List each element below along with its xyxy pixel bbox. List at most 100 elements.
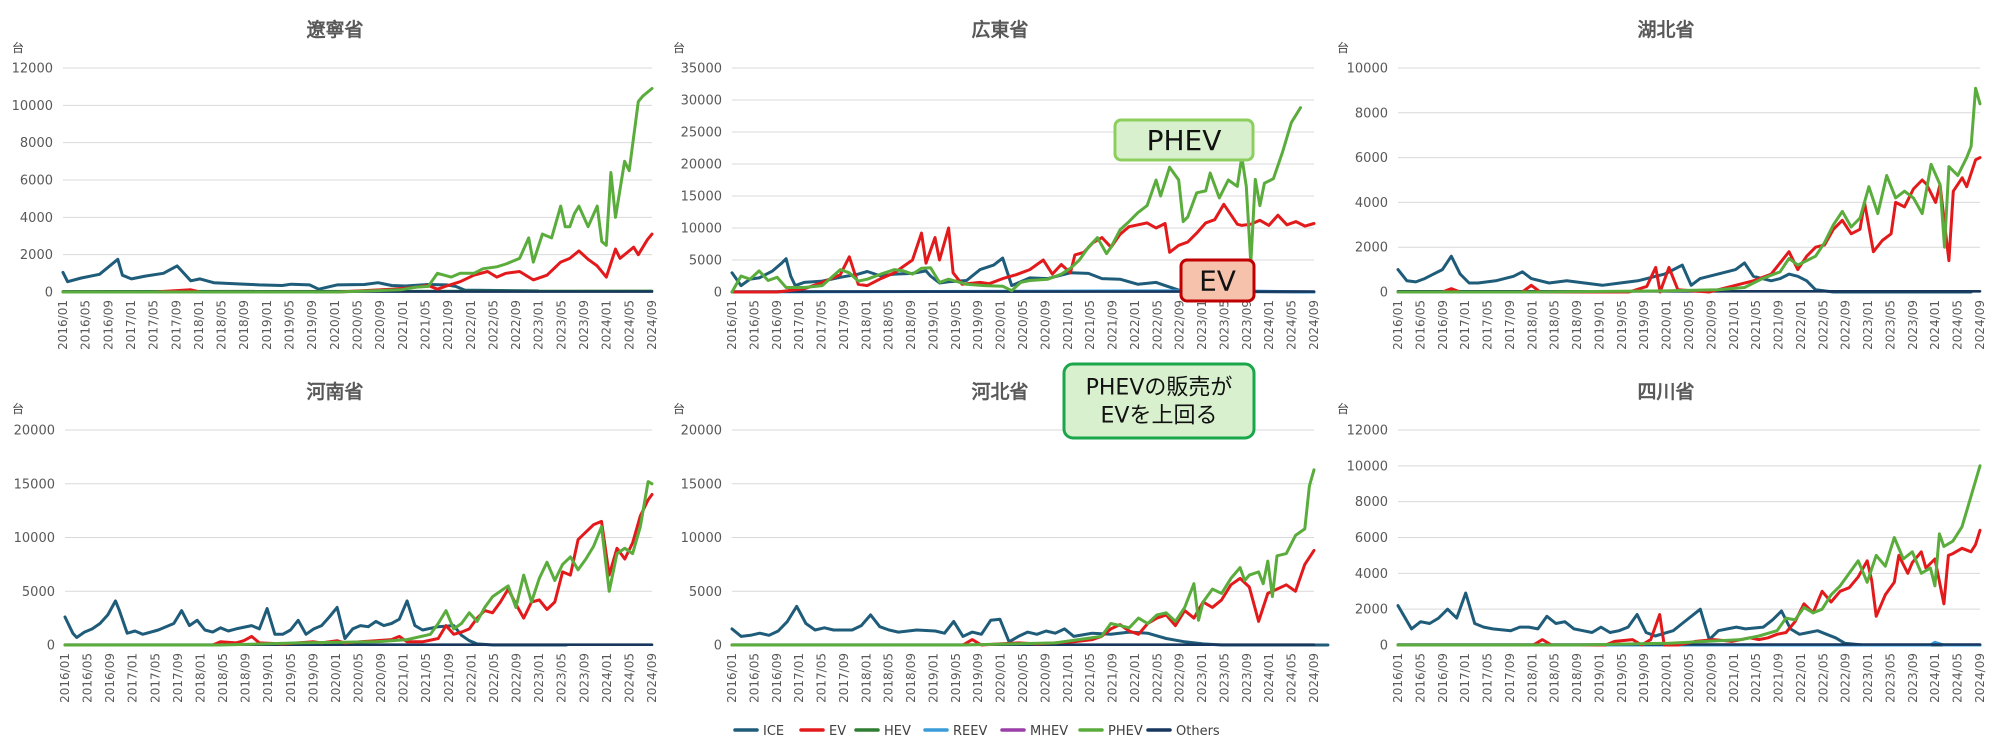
x-tick-label: 2016/01 — [1391, 653, 1405, 703]
x-tick-label: 2024/05 — [1285, 653, 1299, 703]
x-tick-label: 2023/09 — [577, 300, 591, 350]
x-tick-label: 2017/09 — [171, 653, 185, 703]
x-tick-label: 2023/09 — [1906, 300, 1920, 350]
x-tick-label: 2020/05 — [352, 653, 366, 703]
x-tick-label: 2023/01 — [532, 300, 546, 350]
x-tick-label: 2017/05 — [147, 300, 161, 350]
x-tick-label: 2019/09 — [1637, 653, 1651, 703]
x-tick-label: 2022/09 — [1839, 653, 1853, 703]
y-tick-label: 0 — [714, 639, 722, 654]
y-tick-label: 5000 — [689, 254, 722, 269]
y-tick-label: 6000 — [1355, 151, 1388, 166]
x-tick-label: 2024/09 — [1973, 653, 1987, 703]
series-line-phev — [730, 106, 1302, 294]
x-tick-label: 2016/05 — [1413, 300, 1427, 350]
chart-title: 河南省 — [306, 381, 363, 403]
x-tick-label: 2021/05 — [1749, 653, 1763, 703]
x-tick-label: 2020/01 — [994, 653, 1008, 703]
series-line-ev — [1396, 156, 1982, 294]
x-tick-label: 2023/09 — [1240, 653, 1254, 703]
x-tick-label: 2021/05 — [1083, 300, 1097, 350]
legend-item-others: Others — [1146, 724, 1220, 739]
x-tick-label: 2023/01 — [1195, 653, 1209, 703]
x-tick-label: 2017/01 — [792, 653, 806, 703]
x-tick-label: 2023/05 — [554, 300, 568, 350]
y-tick-label: 10000 — [1347, 459, 1388, 474]
legend-item-hev: HEV — [854, 724, 911, 739]
x-tick-label: 2023/05 — [1217, 653, 1231, 703]
x-tick-label: 2021/01 — [1061, 300, 1075, 350]
x-tick-label: 2018/01 — [1525, 653, 1539, 703]
legend-label: ICE — [763, 724, 784, 739]
x-tick-label: 2021/09 — [1772, 300, 1786, 350]
legend-item-reev: REEV — [923, 724, 987, 739]
legend: ICE EV HEV REEV MHEV PHEV Others — [733, 724, 1220, 739]
y-unit-label: 台 — [12, 40, 24, 55]
x-tick-label: 2024/09 — [645, 653, 659, 703]
x-tick-label: 2018/09 — [239, 653, 253, 703]
y-tick-label: 6000 — [20, 174, 53, 189]
y-tick-label: 20000 — [681, 158, 722, 173]
x-tick-label: 2020/05 — [1682, 653, 1696, 703]
x-tick-label: 2021/05 — [419, 653, 433, 703]
x-tick-label: 2024/05 — [1951, 300, 1965, 350]
x-tick-label: 2017/01 — [126, 653, 140, 703]
x-tick-label: 2020/09 — [1704, 653, 1718, 703]
x-tick-label: 2020/09 — [374, 653, 388, 703]
x-tick-label: 2023/09 — [577, 653, 591, 703]
x-tick-label: 2020/01 — [1660, 300, 1674, 350]
x-tick-label: 2019/05 — [949, 300, 963, 350]
x-tick-label: 2021/01 — [396, 300, 410, 350]
chart-title: 湖北省 — [1637, 19, 1694, 41]
x-tick-label: 2024/01 — [1262, 300, 1276, 350]
x-tick-label: 2024/05 — [1951, 653, 1965, 703]
y-unit-label: 台 — [1337, 40, 1349, 55]
y-tick-label: 6000 — [1355, 531, 1388, 546]
x-tick-label: 2018/05 — [215, 300, 229, 350]
x-tick-label: 2021/05 — [1749, 300, 1763, 350]
x-tick-label: 2021/05 — [1083, 653, 1097, 703]
y-tick-label: 10000 — [1347, 62, 1388, 77]
x-tick-label: 2016/09 — [103, 653, 117, 703]
x-tick-label: 2023/05 — [1217, 300, 1231, 350]
x-tick-label: 2022/05 — [1816, 653, 1830, 703]
callout-note: PHEVの販売が EVを上回る — [1062, 362, 1256, 440]
x-tick-label: 2018/05 — [882, 300, 896, 350]
series-line-phev — [1396, 86, 1982, 294]
y-tick-label: 4000 — [20, 211, 53, 226]
x-tick-label: 2018/09 — [904, 653, 918, 703]
x-tick-label: 2024/09 — [1307, 653, 1321, 703]
y-tick-label: 12000 — [1347, 424, 1388, 439]
x-tick-label: 2022/01 — [464, 653, 478, 703]
y-tick-label: 15000 — [14, 477, 55, 492]
x-tick-label: 2022/01 — [1128, 653, 1142, 703]
series-line-ice — [1396, 254, 1973, 294]
series-line-ice — [730, 604, 1330, 647]
x-tick-label: 2016/09 — [1436, 300, 1450, 350]
x-tick-label: 2022/05 — [487, 653, 501, 703]
y-tick-label: 0 — [1380, 639, 1388, 654]
y-unit-label: 台 — [1337, 401, 1349, 416]
callout-text: PHEV — [1147, 124, 1222, 157]
x-tick-label: 2017/05 — [815, 653, 829, 703]
y-tick-label: 8000 — [20, 136, 53, 151]
series-line-phev — [61, 87, 654, 294]
x-tick-label: 2019/01 — [261, 653, 275, 703]
y-tick-label: 10000 — [12, 99, 53, 114]
callout-box — [1179, 258, 1256, 303]
x-tick-label: 2016/01 — [725, 653, 739, 703]
legend-item-mhev: MHEV — [1000, 724, 1068, 739]
chart-title: 遼寧省 — [306, 18, 363, 41]
x-tick-label: 2016/05 — [81, 653, 95, 703]
x-tick-label: 2019/09 — [971, 653, 985, 703]
y-tick-label: 30000 — [681, 94, 722, 109]
x-tick-label: 2021/09 — [1772, 653, 1786, 703]
legend-label: Others — [1176, 724, 1220, 739]
y-tick-label: 35000 — [681, 62, 722, 77]
x-tick-label: 2017/05 — [1481, 653, 1495, 703]
x-tick-label: 2019/09 — [306, 653, 320, 703]
x-tick-label: 2019/01 — [1592, 300, 1606, 350]
x-tick-label: 2018/01 — [859, 653, 873, 703]
y-tick-label: 12000 — [12, 62, 53, 77]
